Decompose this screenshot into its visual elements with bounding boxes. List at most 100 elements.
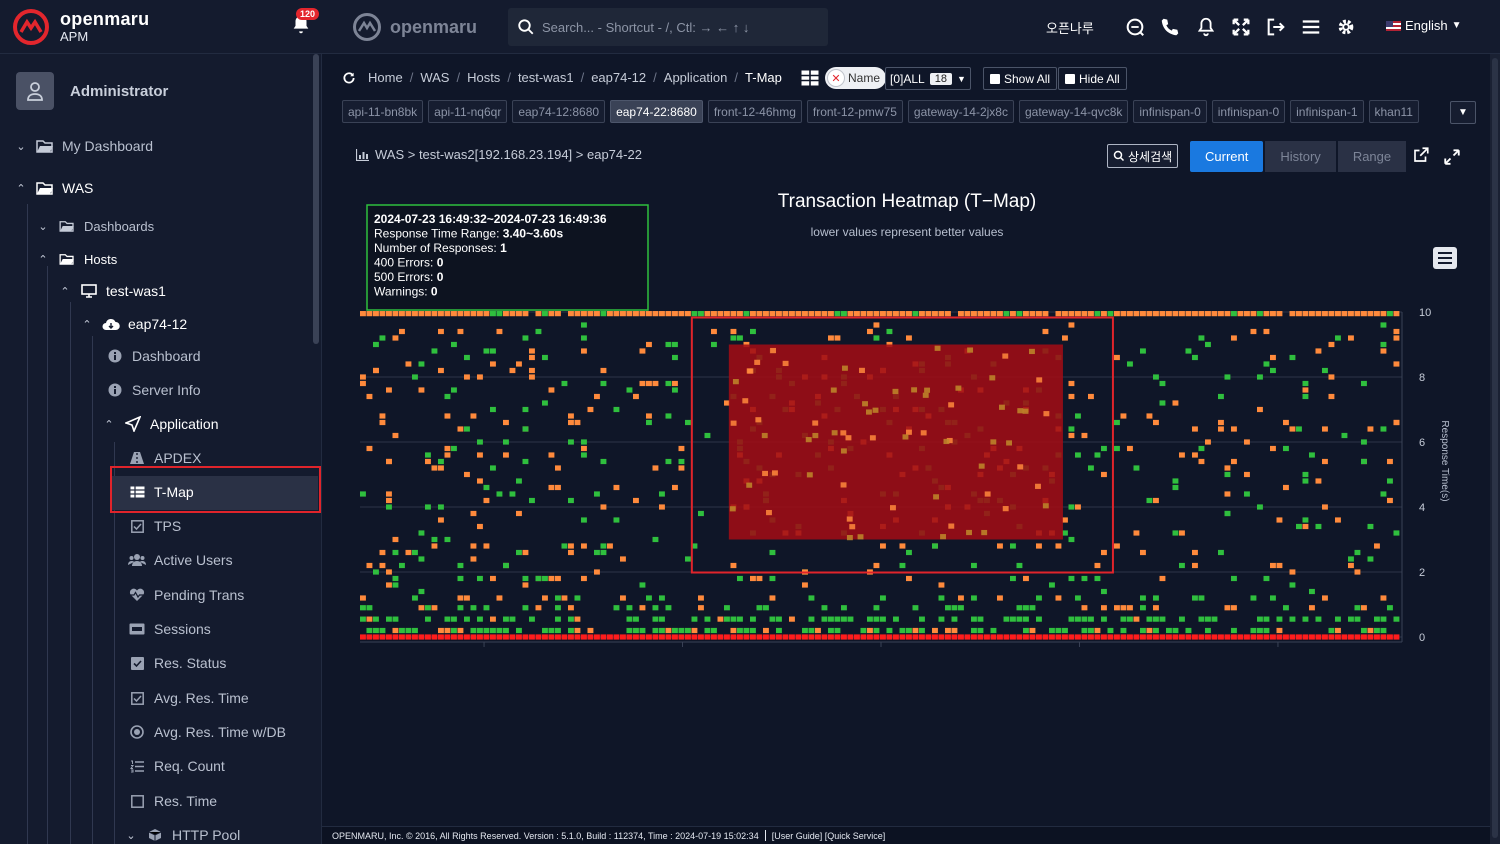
heatmap-cell (490, 311, 496, 317)
external-link-icon[interactable] (1412, 146, 1430, 164)
view-mode-switch: Current History Range (1190, 141, 1407, 172)
close-icon[interactable]: ✕ (827, 69, 845, 87)
range-view-button[interactable]: Range (1337, 141, 1407, 172)
instance-select[interactable]: [0]ALL 18 ▼ (885, 67, 971, 90)
heatmap-cell (978, 463, 985, 469)
page-scrollbar[interactable] (1490, 54, 1500, 844)
detail-search-button[interactable]: 상세검색 (1107, 144, 1179, 168)
chart-menu-button[interactable] (1433, 247, 1457, 269)
breadcrumb-host[interactable]: test-was1 (517, 70, 574, 85)
sidebar-item-was[interactable]: ⌃ WAS (14, 180, 93, 196)
sidebar-item-test-was1[interactable]: ⌃ test-was1 (58, 283, 166, 299)
fullscreen-icon[interactable] (1230, 16, 1252, 38)
breadcrumb-server[interactable]: eap74-12 (591, 70, 647, 85)
menu-icon[interactable] (1300, 16, 1322, 38)
language-select[interactable]: English ▼ (1386, 18, 1462, 33)
sidebar-item-tps[interactable]: TPS (128, 518, 181, 534)
notifications-button[interactable] (290, 14, 312, 41)
heatmap-cell (828, 616, 834, 622)
user-profile[interactable]: Administrator (16, 72, 168, 110)
host-tab[interactable]: front-12-46hmg (707, 100, 802, 123)
sidebar-item-pending-trans[interactable]: Pending Trans (128, 587, 244, 603)
sidebar-item-res-time[interactable]: Res. Time (128, 793, 217, 809)
heatmap-cell (659, 311, 665, 317)
alert-bell-icon[interactable] (1195, 16, 1217, 38)
history-view-button[interactable]: History (1265, 141, 1336, 172)
heatmap-cell (997, 543, 1003, 549)
heatmap-cell (431, 605, 438, 611)
footer-links[interactable]: [User Guide] [Quick Service] (771, 830, 886, 841)
heatmap-cell (919, 627, 925, 634)
breadcrumb-was[interactable]: WAS (420, 70, 450, 85)
tree-line (47, 266, 48, 844)
heatmap-cell (483, 311, 490, 317)
heatmap-cell (1250, 328, 1257, 335)
host-tab[interactable]: infinispan-0 (1133, 100, 1207, 123)
chat-search-icon[interactable] (1124, 16, 1146, 38)
settings-gear-icon[interactable] (1335, 16, 1357, 38)
global-search[interactable] (508, 8, 828, 46)
phone-icon[interactable] (1159, 16, 1181, 38)
sidebar-item-hosts[interactable]: ⌃ Hosts (36, 251, 117, 267)
grid-view-icon[interactable] (801, 70, 819, 86)
heatmap-cell (1335, 311, 1341, 317)
heatmap-cell (761, 432, 768, 439)
heatmap-cell (665, 634, 672, 640)
sidebar-item-avg-res-time-db[interactable]: Avg. Res. Time w/DB (128, 724, 286, 740)
breadcrumb-hosts[interactable]: Hosts (467, 70, 501, 85)
sidebar-item-label: My Dashboard (62, 138, 154, 154)
sidebar-item-t-map[interactable]: T-Map (128, 484, 194, 500)
sidebar-item-http-pool[interactable]: ⌄ HTTP Pool (124, 827, 240, 843)
sidebar-item-avg-res-time[interactable]: Avg. Res. Time (128, 690, 249, 706)
sidebar-scrollbar[interactable] (313, 54, 319, 344)
refresh-icon[interactable] (342, 71, 356, 85)
current-view-button[interactable]: Current (1190, 141, 1264, 172)
host-tab[interactable]: eap74-22:8680 (610, 100, 703, 123)
heatmap-cell (860, 634, 867, 640)
send-icon (124, 416, 142, 432)
host-tab[interactable]: khan11 (1368, 100, 1419, 123)
sidebar-item-dashboards[interactable]: ⌄ Dashboards (36, 218, 154, 234)
sidebar-item-apdex[interactable]: APDEX (128, 450, 201, 466)
host-tab[interactable]: infinispan-0 (1211, 100, 1286, 123)
breadcrumb-application[interactable]: Application (663, 70, 728, 85)
heatmap-cell (1042, 328, 1049, 335)
sidebar-item-my-dashboard[interactable]: ⌄ My Dashboard (14, 138, 153, 154)
breadcrumb-home[interactable]: Home (368, 70, 403, 85)
host-tab[interactable]: gateway-14-qvc8k (1018, 100, 1129, 123)
sidebar-item-application[interactable]: ⌃ Application (102, 416, 219, 432)
logout-icon[interactable] (1265, 16, 1287, 38)
host-tab[interactable]: api-11-nq6qr (428, 100, 508, 123)
expand-icon[interactable] (1443, 148, 1461, 166)
heatmap-cell (977, 616, 984, 622)
host-tab[interactable]: gateway-14-2jx8c (907, 100, 1014, 123)
heatmap-cell (373, 616, 379, 622)
host-tab[interactable]: api-11-bn8bk (342, 100, 424, 123)
heatmap-cell (425, 458, 431, 465)
host-tab[interactable]: front-12-pmw75 (806, 100, 903, 123)
search-input[interactable] (542, 19, 812, 35)
hide-all-button[interactable]: Hide All (1058, 67, 1127, 90)
heatmap-cell (373, 367, 379, 374)
show-all-button[interactable]: Show All (983, 67, 1058, 90)
name-toggle[interactable]: ✕ Name (825, 67, 887, 89)
sidebar-item-dashboard[interactable]: Dashboard (106, 348, 201, 364)
heatmap-cell (1393, 634, 1400, 640)
korean-label[interactable]: 오픈나루 (1046, 21, 1094, 36)
heatmap-cell (1276, 634, 1283, 640)
heatmap-cell (587, 406, 594, 413)
host-tab[interactable]: eap74-12:8680 (512, 100, 606, 123)
t-map-heatmap-chart[interactable]: Transaction Heatmap (T−Map) lower values… (322, 179, 1490, 649)
sidebar-item-res-status[interactable]: Res. Status (128, 655, 226, 671)
sidebar-item-active-users[interactable]: Active Users (128, 552, 233, 568)
sidebar-item-sessions[interactable]: Sessions (128, 621, 211, 637)
sidebar-item-req-count[interactable]: Req. Count (128, 758, 225, 774)
sidebar-item-server-info[interactable]: Server Info (106, 382, 200, 398)
heatmap-cell (535, 605, 542, 611)
app-logo[interactable]: openmaru APM (12, 8, 149, 46)
host-tab[interactable]: infinispan-1 (1290, 100, 1364, 123)
sidebar-item-eap74-12[interactable]: ⌃ eap74-12 (80, 316, 187, 332)
heatmap-cell (438, 627, 444, 634)
host-tabs-more-button[interactable]: ▼ (1450, 101, 1476, 124)
heatmap-cell (1068, 536, 1075, 543)
